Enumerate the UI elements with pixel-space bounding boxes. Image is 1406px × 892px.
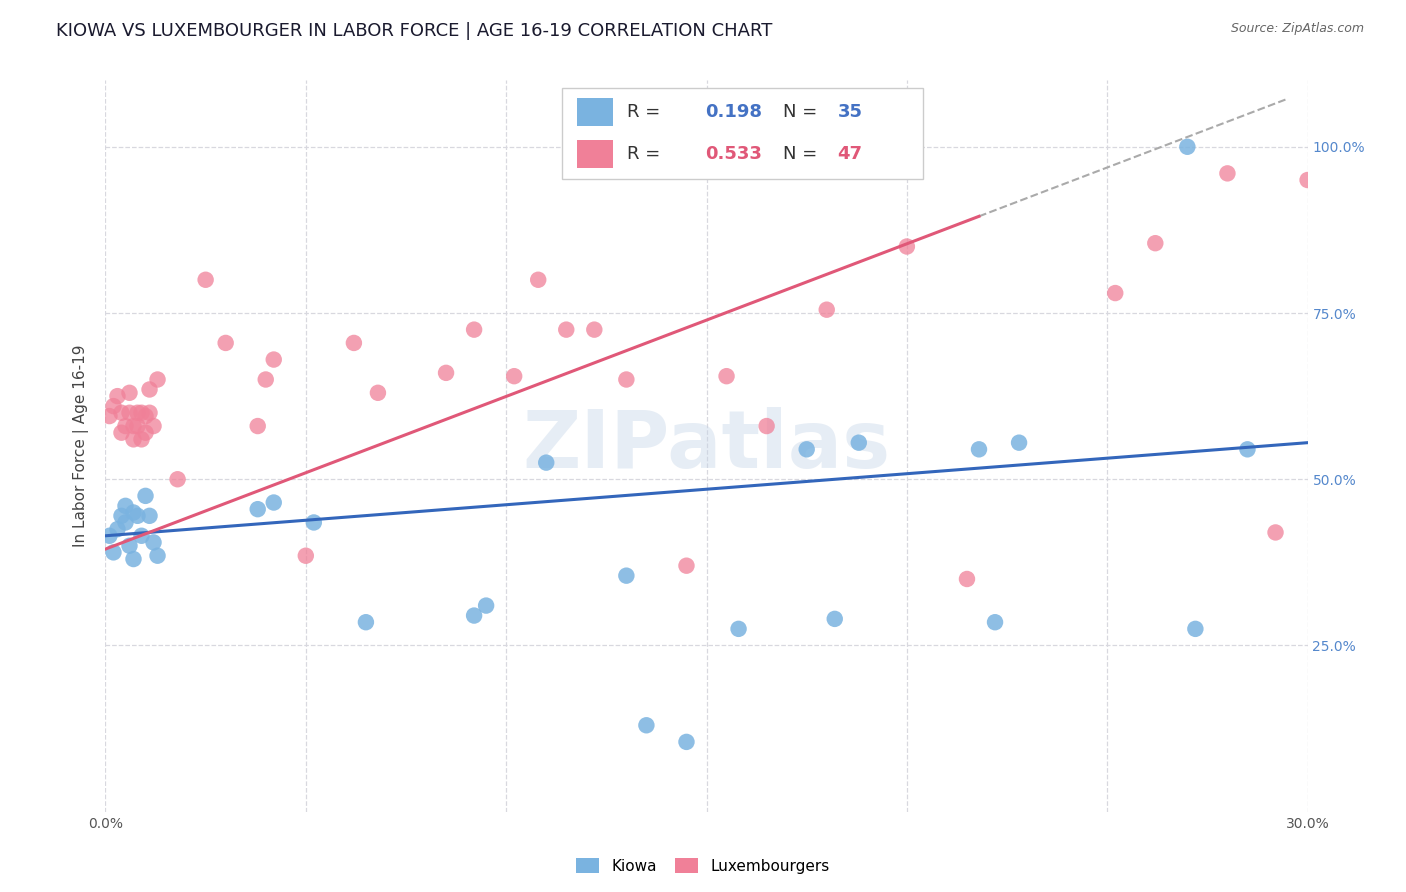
Point bbox=[956, 572, 979, 586]
Point bbox=[135, 489, 157, 503]
Point bbox=[131, 433, 153, 447]
Point bbox=[118, 385, 141, 400]
Point bbox=[434, 366, 457, 380]
Point bbox=[127, 419, 149, 434]
Point bbox=[214, 335, 236, 350]
Point bbox=[534, 456, 557, 470]
Point bbox=[166, 472, 188, 486]
Point bbox=[118, 539, 141, 553]
Point bbox=[142, 419, 165, 434]
Point bbox=[1008, 435, 1031, 450]
Text: 35: 35 bbox=[838, 103, 862, 121]
Point bbox=[131, 406, 153, 420]
Point bbox=[1104, 286, 1126, 301]
Point bbox=[583, 323, 606, 337]
Legend: Kiowa, Luxembourgers: Kiowa, Luxembourgers bbox=[571, 852, 835, 880]
Point bbox=[984, 615, 1007, 630]
Point bbox=[146, 549, 169, 563]
Text: Source: ZipAtlas.com: Source: ZipAtlas.com bbox=[1230, 22, 1364, 36]
Point bbox=[122, 506, 145, 520]
Point bbox=[616, 372, 638, 386]
Point bbox=[463, 608, 485, 623]
Point bbox=[636, 718, 658, 732]
Point bbox=[138, 383, 160, 397]
Point bbox=[127, 406, 149, 420]
Text: 0.533: 0.533 bbox=[706, 145, 762, 163]
Text: 47: 47 bbox=[838, 145, 862, 163]
Point bbox=[246, 502, 269, 516]
Point bbox=[616, 568, 638, 582]
Point bbox=[527, 273, 550, 287]
Point bbox=[463, 323, 485, 337]
Point bbox=[716, 369, 738, 384]
Point bbox=[896, 239, 918, 253]
Point bbox=[110, 406, 132, 420]
Text: R =: R = bbox=[627, 103, 666, 121]
Point bbox=[98, 409, 121, 423]
Point bbox=[138, 406, 160, 420]
Point bbox=[131, 529, 153, 543]
Point bbox=[110, 425, 132, 440]
Point bbox=[127, 508, 149, 523]
Point bbox=[114, 499, 136, 513]
Text: N =: N = bbox=[783, 145, 824, 163]
Point bbox=[824, 612, 846, 626]
Point bbox=[135, 409, 157, 423]
Point bbox=[138, 508, 160, 523]
Text: KIOWA VS LUXEMBOURGER IN LABOR FORCE | AGE 16-19 CORRELATION CHART: KIOWA VS LUXEMBOURGER IN LABOR FORCE | A… bbox=[56, 22, 773, 40]
Text: R =: R = bbox=[627, 145, 666, 163]
Point bbox=[246, 419, 269, 434]
Point bbox=[194, 273, 217, 287]
Point bbox=[1144, 236, 1167, 251]
Point bbox=[967, 442, 990, 457]
Point bbox=[675, 735, 697, 749]
Text: 0.198: 0.198 bbox=[706, 103, 762, 121]
Point bbox=[122, 552, 145, 566]
Point bbox=[263, 495, 285, 509]
Point bbox=[110, 508, 132, 523]
Point bbox=[118, 406, 141, 420]
Point bbox=[1236, 442, 1258, 457]
Point bbox=[107, 389, 129, 403]
Point bbox=[302, 516, 325, 530]
Point bbox=[114, 419, 136, 434]
Point bbox=[1177, 140, 1199, 154]
Point bbox=[1264, 525, 1286, 540]
Point bbox=[367, 385, 389, 400]
Point bbox=[354, 615, 377, 630]
Point bbox=[103, 545, 125, 559]
Point bbox=[103, 399, 125, 413]
Point bbox=[755, 419, 778, 434]
Point bbox=[675, 558, 697, 573]
Point bbox=[475, 599, 498, 613]
Point bbox=[146, 372, 169, 386]
Point bbox=[796, 442, 818, 457]
Point bbox=[98, 529, 121, 543]
Point bbox=[254, 372, 277, 386]
Point bbox=[1216, 166, 1239, 180]
Text: ZIPatlas: ZIPatlas bbox=[523, 407, 890, 485]
Point bbox=[1184, 622, 1206, 636]
Bar bbox=[576, 140, 613, 169]
Point bbox=[107, 522, 129, 536]
Point bbox=[1296, 173, 1319, 187]
Point bbox=[343, 335, 366, 350]
Bar bbox=[576, 98, 613, 126]
Point bbox=[503, 369, 526, 384]
Point bbox=[555, 323, 578, 337]
Point bbox=[114, 516, 136, 530]
Y-axis label: In Labor Force | Age 16-19: In Labor Force | Age 16-19 bbox=[73, 344, 90, 548]
Point bbox=[122, 433, 145, 447]
Point bbox=[295, 549, 318, 563]
Point bbox=[122, 419, 145, 434]
Point bbox=[135, 425, 157, 440]
Point bbox=[727, 622, 749, 636]
Point bbox=[848, 435, 870, 450]
Text: N =: N = bbox=[783, 103, 824, 121]
Point bbox=[815, 302, 838, 317]
Point bbox=[263, 352, 285, 367]
Point bbox=[142, 535, 165, 549]
Bar bbox=[562, 87, 922, 179]
